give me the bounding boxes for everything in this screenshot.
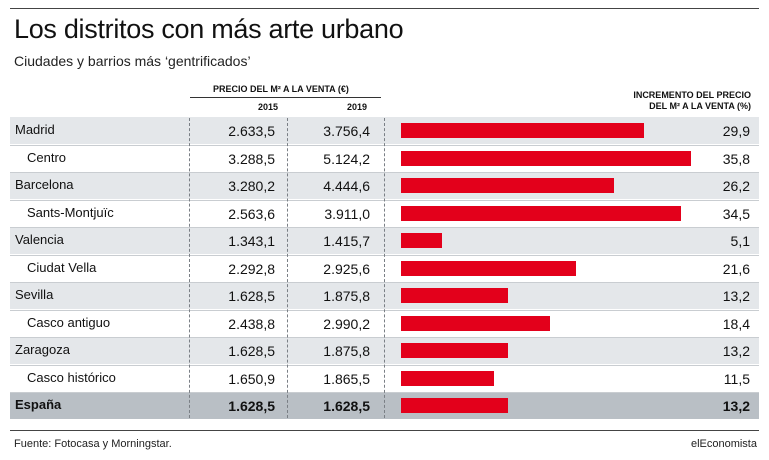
table-row: Sants-Montjuïc 2.563,6 3.911,0 34,5 <box>10 200 759 227</box>
price-2015-cell: 1.650,9 <box>228 370 275 387</box>
year-2019-header: 2019 <box>347 102 368 112</box>
price-2019-cell: 1.628,5 <box>323 398 370 414</box>
row-label: Ciudat Vella <box>27 259 97 275</box>
price-2019-cell: 3.756,4 <box>323 123 370 139</box>
price-2019-cell: 1.865,5 <box>323 370 370 387</box>
price-2015-cell: 2.292,8 <box>228 260 275 277</box>
year-2015-header: 2015 <box>258 102 279 112</box>
row-label: Sevilla <box>15 287 54 302</box>
row-label: España <box>15 397 62 412</box>
increase-bar <box>401 233 443 248</box>
increase-bar <box>401 205 681 221</box>
increase-value: 5,1 <box>730 233 750 249</box>
price-2019-cell: 1.875,8 <box>323 288 370 304</box>
increase-header-line1: INCREMENTO DEL PRECIO <box>633 90 751 100</box>
increase-bar <box>401 288 509 303</box>
price-2015-cell: 2.438,8 <box>228 315 275 332</box>
increase-value: 21,6 <box>722 260 750 277</box>
column-separator-2019 <box>287 118 288 418</box>
row-label: Valencia <box>15 232 64 247</box>
price-2019-cell: 2.990,2 <box>323 315 370 332</box>
increase-bar <box>401 150 692 166</box>
chart-subtitle: Ciudades y barrios más ‘gentrificados’ <box>14 53 251 69</box>
price-2019-cell: 1.875,8 <box>323 343 370 359</box>
table-row: Centro 3.288,5 5.124,2 35,8 <box>10 145 759 172</box>
price-2015-cell: 2.563,6 <box>228 205 275 222</box>
row-label: Madrid <box>15 122 55 137</box>
increase-bar <box>401 398 509 413</box>
price-2019-cell: 5.124,2 <box>323 150 370 167</box>
row-label: Casco histórico <box>27 369 116 385</box>
increase-value: 13,2 <box>722 288 750 304</box>
row-label: Sants-Montjuïc <box>27 204 114 220</box>
row-label: Zaragoza <box>15 342 70 357</box>
column-separator-2015 <box>189 118 190 418</box>
price-2015-cell: 2.633,5 <box>228 123 275 139</box>
row-label: Casco antiguo <box>27 314 111 330</box>
increase-value: 35,8 <box>722 150 750 167</box>
row-label: Centro <box>27 149 67 165</box>
table-row: Casco histórico 1.650,9 1.865,5 11,5 <box>10 365 759 392</box>
table-row: Ciudat Vella 2.292,8 2.925,6 21,6 <box>10 255 759 282</box>
bottom-rule <box>10 430 759 431</box>
price-2019-cell: 4.444,6 <box>323 178 370 194</box>
increase-value: 18,4 <box>722 315 750 332</box>
table-row: Casco antiguo 2.438,8 2.990,2 18,4 <box>10 310 759 337</box>
increase-bar <box>401 370 495 386</box>
row-label: Barcelona <box>15 177 74 192</box>
increase-bar <box>401 343 509 358</box>
increase-bar <box>401 123 644 138</box>
price-2019-cell: 1.415,7 <box>323 233 370 249</box>
price-2015-cell: 1.628,5 <box>228 288 275 304</box>
price-group-header: PRECIO DEL M² A LA VENTA (€) <box>213 84 349 94</box>
increase-header-line2: DEL M² A LA VENTA (%) <box>649 101 751 111</box>
increase-bar <box>401 260 577 276</box>
chart-title: Los distritos con más arte urbano <box>14 14 404 44</box>
column-separator-bars <box>384 118 385 418</box>
price-header-rule <box>190 97 381 98</box>
increase-value: 34,5 <box>722 205 750 222</box>
price-2015-cell: 3.280,2 <box>228 178 275 194</box>
price-2015-cell: 3.288,5 <box>228 150 275 167</box>
price-2015-cell: 1.343,1 <box>228 233 275 249</box>
increase-bar <box>401 315 551 331</box>
top-rule <box>10 8 759 9</box>
price-2019-cell: 3.911,0 <box>324 205 370 222</box>
increase-value: 29,9 <box>722 123 750 139</box>
increase-value: 11,5 <box>723 370 750 387</box>
brand-logo-text: elEconomista <box>690 438 757 450</box>
price-2015-cell: 1.628,5 <box>228 398 275 414</box>
price-2015-cell: 1.628,5 <box>228 343 275 359</box>
increase-bar <box>401 178 614 193</box>
increase-value: 13,2 <box>722 398 750 414</box>
increase-value: 26,2 <box>722 178 750 194</box>
source-note: Fuente: Fotocasa y Morningstar. <box>14 438 172 450</box>
price-2019-cell: 2.925,6 <box>323 260 370 277</box>
increase-value: 13,2 <box>722 343 750 359</box>
